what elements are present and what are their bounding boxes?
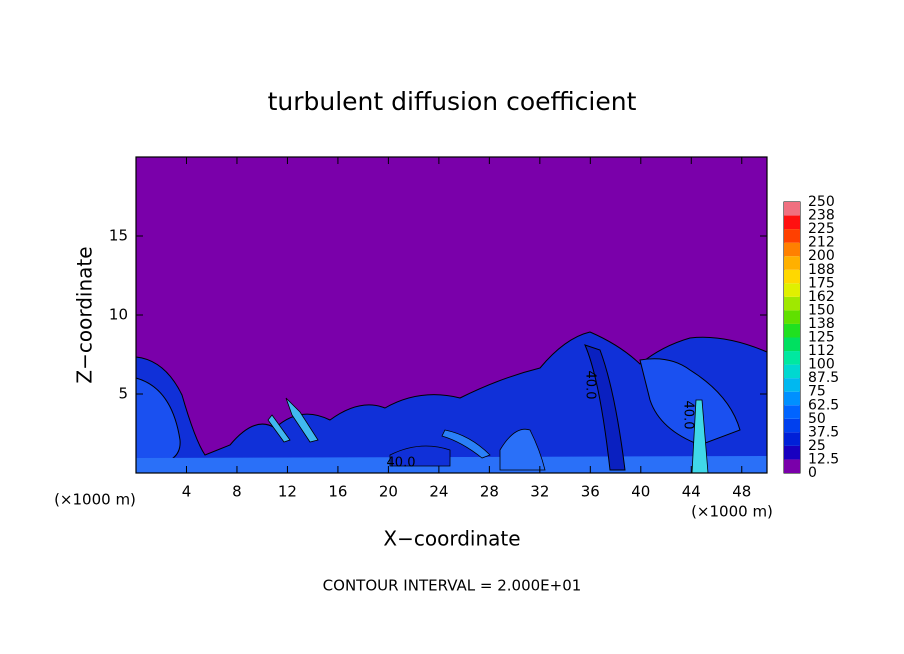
colorbar-cell bbox=[784, 310, 800, 324]
colorbar-cell bbox=[784, 242, 800, 257]
contour-label: 40.0 bbox=[387, 456, 416, 471]
x-tick-label: 28 bbox=[480, 483, 499, 501]
field-region bbox=[584, 344, 626, 471]
colorbar-cell bbox=[784, 432, 800, 446]
x-unit: (×1000 m) bbox=[691, 503, 773, 521]
colorbar-label: 162 bbox=[808, 289, 835, 305]
x-tick-label: 44 bbox=[682, 483, 701, 501]
field-region bbox=[389, 445, 451, 467]
colorbar-label: 37.5 bbox=[808, 424, 839, 440]
colorbar-cell bbox=[784, 337, 800, 352]
y-axis-label: Z−coordinate bbox=[73, 246, 97, 383]
colorbar-cell bbox=[784, 391, 800, 406]
field-region bbox=[441, 429, 491, 459]
colorbar-cell bbox=[784, 364, 800, 379]
colorbar-label: 188 bbox=[808, 262, 835, 278]
colorbar-cell bbox=[784, 418, 800, 433]
colorbar-label: 225 bbox=[808, 221, 835, 237]
x-tick-label: 32 bbox=[530, 483, 549, 501]
colorbar-cell bbox=[784, 351, 800, 365]
y-tick-label: 15 bbox=[109, 227, 128, 245]
colorbar-cell bbox=[784, 229, 800, 243]
colorbar-cell bbox=[784, 256, 800, 270]
colorbar-cell bbox=[784, 269, 800, 284]
field-region bbox=[639, 358, 741, 446]
field-region bbox=[285, 397, 319, 443]
field bbox=[135, 331, 768, 474]
colorbar-label: 138 bbox=[808, 316, 835, 332]
colorbar-label: 125 bbox=[808, 330, 835, 346]
field-region bbox=[499, 428, 546, 471]
x-axis-label: X−coordinate bbox=[383, 527, 520, 551]
x-tick-label: 24 bbox=[429, 483, 448, 501]
x-tick-label: 48 bbox=[732, 483, 751, 501]
y-tick-label: 5 bbox=[118, 385, 128, 403]
field-region bbox=[267, 414, 291, 443]
colorbar-label: 175 bbox=[808, 275, 835, 291]
colorbar-label: 250 bbox=[808, 194, 835, 210]
colorbar-label: 25 bbox=[808, 438, 826, 454]
colorbar-cell bbox=[784, 323, 800, 338]
colorbar-cell bbox=[784, 296, 800, 311]
x-tick-label: 4 bbox=[182, 483, 192, 501]
chart-title: turbulent diffusion coefficient bbox=[268, 87, 637, 116]
x-tick-label: 36 bbox=[581, 483, 600, 501]
field-region bbox=[136, 456, 767, 473]
colorbar-label: 75 bbox=[808, 384, 826, 400]
colorbar-label: 238 bbox=[808, 208, 835, 224]
colorbar-cell bbox=[784, 215, 800, 230]
colorbar-cell bbox=[784, 445, 800, 460]
colorbar-label: 200 bbox=[808, 248, 835, 264]
y-tick-label: 10 bbox=[109, 306, 128, 324]
x-tick-label: 12 bbox=[278, 483, 297, 501]
x-tick-label: 16 bbox=[328, 483, 347, 501]
x-tick-label: 20 bbox=[379, 483, 398, 501]
colorbar-label: 0 bbox=[808, 465, 817, 481]
x-tick-label: 40 bbox=[631, 483, 650, 501]
colorbar-cell bbox=[784, 459, 800, 473]
colorbar-label: 212 bbox=[808, 235, 835, 251]
colorbar-label: 112 bbox=[808, 343, 835, 359]
colorbar-cell bbox=[784, 202, 800, 216]
colorbar-label: 100 bbox=[808, 357, 835, 373]
x-tick-label: 8 bbox=[232, 483, 242, 501]
colorbar-cell bbox=[784, 378, 800, 392]
colorbar-label: 62.5 bbox=[808, 397, 839, 413]
colorbar-label: 12.5 bbox=[808, 451, 839, 467]
colorbar-label: 150 bbox=[808, 302, 835, 318]
contour-label: 40.0 bbox=[681, 401, 696, 430]
contour-label: 40.0 bbox=[583, 371, 598, 400]
colorbar-cell bbox=[784, 283, 800, 297]
colorbar-label: 87.5 bbox=[808, 370, 839, 386]
footer: CONTOUR INTERVAL = 2.000E+01 bbox=[323, 577, 582, 595]
colorbar-cell bbox=[784, 405, 800, 419]
colorbar-label: 50 bbox=[808, 411, 826, 427]
y-unit: (×1000 m) bbox=[54, 491, 136, 509]
